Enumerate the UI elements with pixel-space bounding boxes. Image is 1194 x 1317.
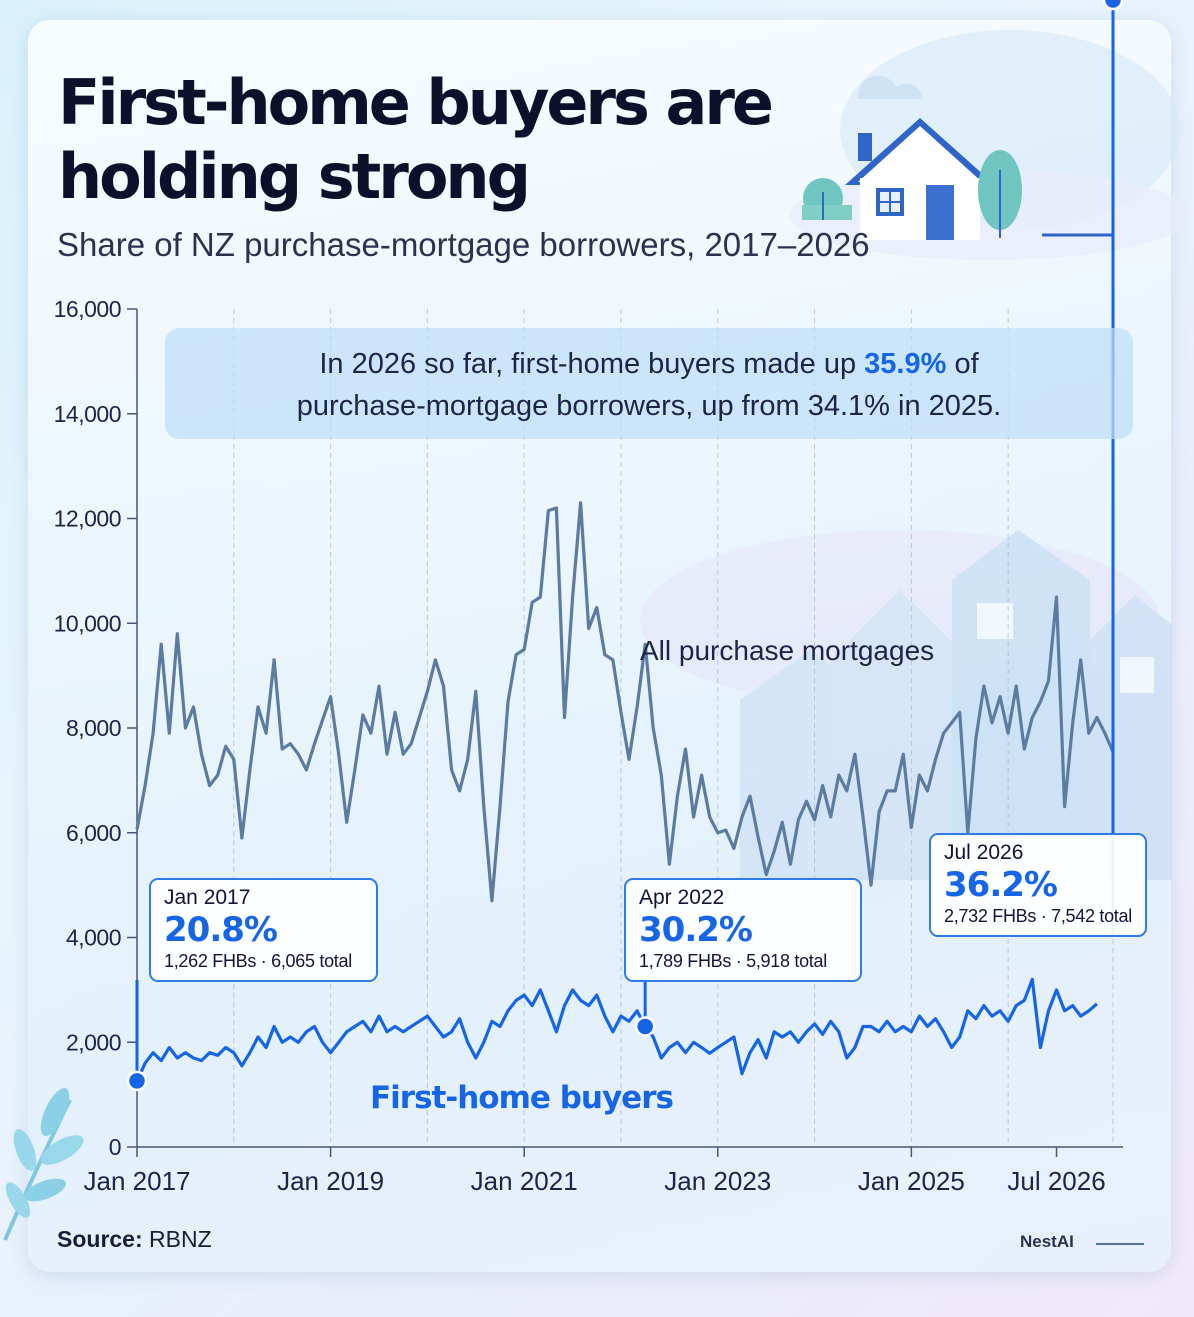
callout-text-1: In 2026 so far, first-home buyers made u… [319,348,865,380]
annotation-leaders [126,0,1124,1092]
source-note: Source: RBNZ [57,1226,212,1253]
background-houses-illustration [640,530,1172,880]
annotation-detail: 2,732 FHBs · 7,542 total [944,906,1132,926]
page-title: First-home buyers are holding strong [58,66,858,214]
annotation-apr-2022: Apr 2022 30.2% 1,789 FHBs · 5,918 total [624,878,862,982]
x-tick-label: Jan 2021 [471,1166,578,1196]
source-value: RBNZ [149,1226,212,1252]
y-tick-label: 16,000 [54,296,121,322]
source-label: Source: [57,1226,143,1252]
highlight-point [1102,0,1124,11]
callout-text-3: purchase-mortgage borrowers, up from 34.… [296,390,1002,422]
x-axis-ticks: Jan 2017 Jan 2019 Jan 2021 Jan 2023 Jan 2025… [84,1147,1106,1196]
brand-line [1096,1243,1144,1245]
house-illustration [790,30,1190,260]
series-label-fhb: First-home buyers [370,1080,673,1116]
x-tick-label: Jul 2026 [1007,1166,1105,1196]
highlight-point [126,1070,148,1092]
y-tick-label: 14,000 [54,401,121,427]
leaf-illustration [3,1088,84,1241]
annotation-date: Jul 2026 [944,841,1024,864]
annotation-date: Apr 2022 [639,886,725,909]
y-tick-label: 4,000 [66,925,121,951]
y-tick-label: 12,000 [54,506,121,532]
annotation-detail: 1,789 FHBs · 5,918 total [639,951,827,971]
annotation-percent: 20.8% [164,910,278,950]
annotation-percent: 30.2% [639,910,753,950]
title-line-1: First-home buyers are [58,66,774,139]
series-line-all-purchase-mortgages [135,501,1115,903]
page-subtitle: Share of NZ purchase-mortgage borrowers,… [57,226,870,263]
x-tick-label: Jan 2019 [277,1166,384,1196]
summary-callout: In 2026 so far, first-home buyers made u… [165,328,1133,439]
annotation-detail: 1,262 FHBs · 6,065 total [164,951,352,971]
y-tick-label: 0 [109,1134,121,1160]
annotation-date: Jan 2017 [164,886,251,909]
x-tick-label: Jan 2023 [664,1166,771,1196]
y-axis-ticks: 0 2,000 4,000 6,000 8,000 10,000 12,000 14,000 1… [54,296,137,1160]
series-line-first-home-buyers [135,977,1098,1082]
callout-highlight: 35.9% [864,348,947,380]
annotation-jul-2026: Jul 2026 36.2% 2,732 FHBs · 7,542 total [929,833,1147,937]
annotation-jan-2017: Jan 2017 20.8% 1,262 FHBs · 6,065 total [149,878,378,982]
callout-text-2: of [946,348,979,380]
y-tick-label: 2,000 [66,1029,121,1055]
y-tick-label: 6,000 [66,820,121,846]
y-tick-label: 10,000 [54,610,121,636]
x-tick-label: Jan 2025 [858,1166,965,1196]
annotation-percent: 36.2% [944,865,1058,905]
y-tick-label: 8,000 [66,715,121,741]
brand-logo: NestAI [1020,1232,1074,1251]
title-line-2: holding strong [58,140,531,213]
x-tick-label: Jan 2017 [84,1166,191,1196]
highlight-point [634,1016,656,1037]
series-lines [135,501,1115,1082]
series-label-all: All purchase mortgages [640,635,934,666]
